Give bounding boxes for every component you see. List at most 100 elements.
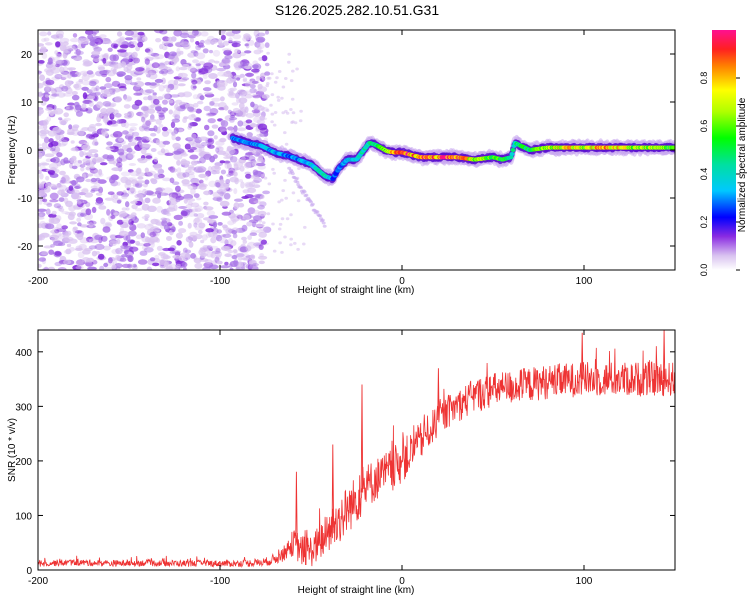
spectrogram-noise-blob — [98, 168, 103, 176]
spectrogram-noise-blob — [137, 31, 145, 36]
spectrogram-noise-blob — [222, 40, 230, 46]
spectrogram-noise-blob — [251, 162, 258, 167]
spectrogram-noise-blob — [162, 36, 170, 42]
spectrogram-noise-blob — [103, 89, 113, 94]
spectrogram-noise-blob — [194, 217, 200, 223]
spectrogram-noise-blob — [115, 247, 123, 255]
spectrogram-noise-blob — [205, 228, 214, 233]
spectrogram-noise-blob — [57, 189, 65, 196]
spectrogram-noise-blob — [112, 159, 121, 167]
spectrogram-noise-blob — [74, 101, 80, 108]
spectrogram-noise-blob — [58, 197, 65, 203]
spectrogram-noise-blob — [158, 252, 166, 256]
spectrogram-noise-blob — [114, 96, 122, 103]
spectrogram-noise-blob — [238, 97, 248, 104]
spectrogram-noise-blob — [172, 129, 178, 136]
spectrogram-noise-blob — [176, 172, 187, 179]
spectrogram-noise-blob — [142, 188, 148, 195]
spectrogram-noise-blob — [225, 227, 233, 235]
spectrogram-noise-blob — [242, 214, 251, 220]
spectrogram-noise-blob — [128, 163, 137, 166]
spectrogram-noise-blob — [208, 215, 219, 219]
spectrogram-noise-blob — [50, 34, 60, 39]
spectrogram-noise-blob — [258, 231, 268, 238]
spectrogram-noise-blob — [197, 44, 206, 48]
spectrogram-noise-blob — [220, 34, 226, 41]
spectrogram-noise-blob — [140, 232, 145, 239]
spectrogram-noise-blob — [135, 45, 141, 52]
spectrogram-noise-blob — [71, 180, 77, 186]
spectrogram-noise-blob — [182, 266, 187, 270]
spectrogram-noise-blob — [51, 210, 57, 215]
spectrogram-noise-blob — [108, 120, 117, 125]
spectrogram-noise-blob — [202, 266, 211, 270]
spectrogram-noise-blob — [227, 146, 232, 152]
spectrogram-noise-blob — [123, 94, 128, 100]
chart-title: S126.2025.282.10.51.G31 — [275, 2, 439, 18]
spectrogram-noise-blob — [158, 259, 167, 266]
spectrogram-noise-blob — [78, 243, 87, 251]
spectrogram-noise-blob — [236, 77, 241, 81]
spectrogram-noise-blob — [142, 143, 151, 148]
spectrogram-noise-blob — [175, 197, 181, 203]
spectrogram-noise-blob — [84, 192, 94, 198]
spectrogram-noise-blob — [69, 221, 77, 225]
spectrogram-noise-blob — [152, 197, 161, 204]
spectrogram-noise-blob — [100, 162, 108, 166]
colorbar: 0.0 0.2 0.4 0.6 0.8 Normalized spectral ampl… — [699, 30, 748, 276]
spectrogram-noise-blob — [109, 123, 119, 128]
spectrogram-noise-blob — [184, 249, 192, 254]
spectrogram-noise-blob — [109, 54, 117, 62]
spectrogram-noise-blob — [198, 173, 207, 178]
spectrogram-noise-blob — [38, 43, 45, 47]
spectrogram-noise-blob — [126, 254, 132, 259]
spectrogram-noise-blob — [166, 236, 172, 241]
spectrogram-noise-blob — [85, 30, 94, 35]
spectrogram-noise-blob — [45, 208, 51, 215]
spectrogram-noise-blob — [137, 190, 143, 195]
spectrogram-noise-blob — [135, 70, 145, 74]
spectrogram-noise-blob — [266, 76, 271, 80]
spectrogram-noise-blob — [59, 37, 70, 44]
spectrogram-noise-blob — [43, 201, 53, 206]
spectrogram-noise-blob — [72, 57, 83, 61]
spectrogram-noise-blob — [245, 119, 253, 124]
spectrogram-noise-blob — [281, 85, 286, 89]
spectrogram-noise-blob — [190, 133, 197, 140]
spectrogram-noise-blob — [86, 70, 94, 75]
spectrogram-noise-blob — [98, 186, 104, 194]
spectrogram-noise-blob — [129, 214, 136, 221]
spectrogram-noise-blob — [134, 182, 143, 189]
spectrogram-noise-blob — [294, 177, 299, 181]
spectrogram-noise-blob — [202, 87, 212, 92]
spectrogram-noise-blob — [109, 177, 116, 184]
spectrogram-noise-blob — [134, 81, 145, 88]
spectrogram-noise-blob — [255, 229, 266, 234]
spectrogram-noise-blob — [104, 197, 114, 201]
spectrogram-noise-blob — [87, 266, 97, 270]
spectrogram-noise-blob — [178, 220, 184, 226]
spectrogram-noise-blob — [120, 244, 128, 249]
spectrogram-noise-blob — [213, 135, 218, 140]
spectrogram-noise-blob — [104, 221, 112, 226]
spectrogram-x-tick-label: 100 — [576, 276, 593, 287]
snr-y-tick-label: 300 — [15, 402, 32, 413]
spectrogram-noise-blob — [122, 130, 129, 135]
spectrogram-noise-blob — [198, 136, 209, 141]
spectrogram-noise-blob — [173, 127, 179, 134]
spectrogram-noise-blob — [68, 185, 74, 191]
spectrogram-noise-blob — [196, 213, 205, 219]
spectrogram-noise-blob — [238, 110, 249, 117]
spectrogram-noise-blob — [168, 99, 174, 104]
spectrogram-noise-blob — [38, 257, 46, 262]
spectrogram-noise-blob — [141, 216, 149, 220]
spectrogram-noise-blob — [118, 230, 129, 237]
spectrogram-noise-blob — [206, 210, 216, 217]
spectrogram-noise-blob — [84, 213, 93, 221]
spectrogram-noise-blob — [44, 187, 51, 193]
spectrogram-noise-blob — [212, 196, 222, 201]
spectrogram-noise-blob — [223, 105, 229, 111]
spectrogram-noise-blob — [250, 122, 256, 128]
spectrogram-noise-blob — [143, 127, 151, 132]
